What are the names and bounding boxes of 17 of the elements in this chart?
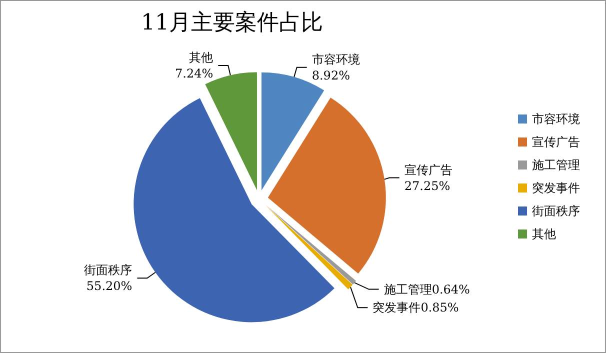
legend-label: 市容环境 [532,112,580,126]
slice-label: 市容环境 [312,52,360,66]
slice-label: 其他 [189,50,214,65]
legend-label: 突发事件 [532,181,580,195]
data-label: 7.24% [175,66,214,81]
legend-label: 宣传广告 [532,135,580,149]
category-label: 突发事件0.85% [372,300,459,315]
category-label: 施工管理0.64% [384,282,470,296]
slice-label: 宣传广告 [404,162,452,177]
legend-label: 街面秩序 [532,204,580,218]
data-label: 27.25% [404,178,450,193]
legend-label: 施工管理 [532,158,580,172]
slice-label: 街面秩序 [84,263,132,278]
data-label: 55.20% [86,279,132,294]
legend-label: 其他 [532,227,556,241]
data-label: 8.92% [312,68,350,82]
chart-title: 11月主要案件占比 [141,10,323,36]
